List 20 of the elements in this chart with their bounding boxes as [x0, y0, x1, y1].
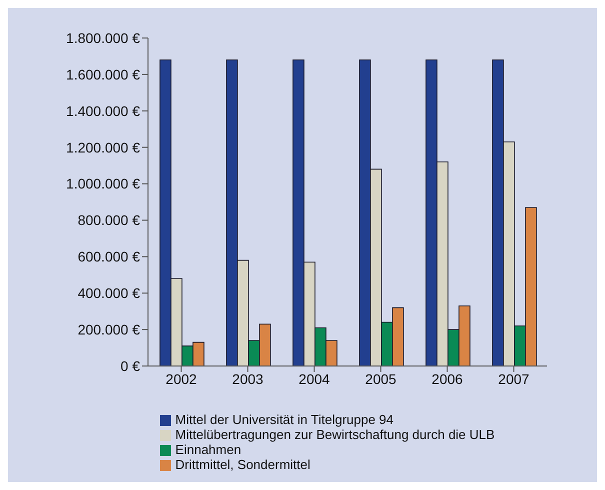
x-tick-label: 2002	[166, 370, 198, 387]
x-tick-label: 2004	[298, 370, 330, 387]
y-tick-label: 600.000 €	[78, 248, 140, 265]
legend-label: Drittmittel, Sondermittel	[175, 457, 310, 472]
y-tick-label: 0 €	[120, 358, 140, 374]
x-tick-label: 2003	[232, 370, 264, 387]
y-tick-label: 1.200.000 €	[66, 139, 140, 156]
y-tick-label: 1.400.000 €	[66, 102, 140, 119]
y-tick-label: 400.000 €	[78, 285, 140, 302]
x-tick-label: 2007	[498, 370, 530, 387]
y-tick-label: 200.000 €	[78, 322, 140, 338]
y-tick-label: 1.800.000 €	[66, 30, 140, 46]
y-tick-label: 1.000.000 €	[66, 176, 140, 192]
legend-label: Mittelübertragungen zur Bewirtschaftung durch die ULB	[175, 427, 495, 442]
y-tick-label: 1.600.000 €	[66, 66, 140, 82]
y-tick-label: 800.000 €	[78, 212, 140, 228]
x-tick-label: 2005	[365, 370, 397, 387]
legend-label: Einnahmen	[175, 442, 242, 457]
legend-label: Mittel der Universität in Titelgruppe 94	[175, 412, 394, 427]
x-tick-label: 2006	[432, 370, 464, 387]
